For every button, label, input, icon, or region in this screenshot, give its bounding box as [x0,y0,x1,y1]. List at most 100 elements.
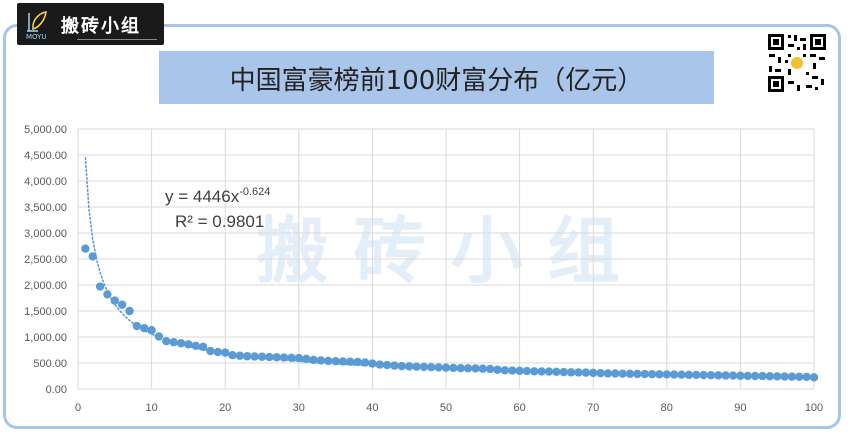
data-point [206,346,215,356]
title-banner: 中国富豪榜前100财富分布（亿元） [159,51,714,104]
data-point [110,296,120,305]
y-tick-label: 3,000.00 [24,228,67,240]
data-point [368,359,377,368]
data-point [427,362,436,372]
data-point [721,371,730,380]
x-tick-label: 20 [219,402,231,414]
data-point [669,370,679,379]
x-tick-label: 100 [805,402,823,414]
data-point [228,351,237,360]
data-point [515,366,524,375]
data-point [176,339,186,348]
data-point [81,244,90,253]
data-point [699,370,708,380]
data-point [301,354,311,364]
watermark: 搬 砖 小 组 [256,209,619,293]
x-tick-label: 90 [734,402,746,414]
data-point [552,367,561,377]
data-point [692,370,701,380]
data-point [184,340,193,349]
r-squared-label: R² = 0.9801 [175,212,264,231]
data-point [493,365,502,374]
data-point [375,360,384,369]
data-point [684,370,694,380]
data-point [162,336,171,346]
data-point [117,300,127,309]
data-point [743,371,752,381]
data-point [765,372,775,381]
y-tick-label: 4,500.00 [24,150,67,162]
data-point [272,353,281,362]
data-point [213,347,223,357]
data-point [221,348,230,357]
data-point [581,368,591,377]
y-tick-label: 4,000.00 [24,176,67,188]
data-point [331,356,340,366]
data-point [191,341,200,351]
data-point [412,362,421,371]
data-point [596,368,605,378]
data-point [324,356,333,366]
data-point [346,357,355,366]
x-tick-label: 10 [145,402,157,414]
data-point [103,290,112,299]
data-point [544,367,554,376]
data-point [802,372,811,382]
data-point [390,361,399,370]
data-point [633,369,642,379]
data-point [456,364,465,373]
data-point [449,363,458,373]
data-point [125,306,134,316]
data-point [279,353,289,362]
data-point [603,369,613,378]
data-point [485,364,495,374]
data-point [243,352,252,361]
trendline-equation: y = 4446x-0.624 [165,186,270,206]
data-point [140,323,149,333]
data-point [405,362,414,371]
data-point [508,366,517,375]
data-point [198,342,208,352]
equation-exponent: -0.624 [239,186,270,198]
data-point [537,367,546,376]
data-point [706,371,716,380]
data-point [728,371,738,380]
data-point [662,370,671,379]
qr-code-icon [766,32,828,94]
y-tick-label: 500.00 [33,358,67,370]
data-point [360,358,370,367]
data-point [316,356,326,365]
equation-base: y = 4446x [165,187,240,206]
data-point [154,332,164,341]
y-tick-label: 0.00 [46,384,67,396]
data-point [250,352,259,361]
data-point [787,372,797,381]
data-point [463,364,473,373]
y-tick-label: 5,000.00 [24,124,67,136]
data-point [88,252,97,261]
brand-leaf-icon [27,11,47,32]
x-tick-label: 40 [366,402,378,414]
data-point [758,371,767,381]
y-tick-label: 1,000.00 [24,332,67,344]
x-tick-label: 30 [293,402,305,414]
data-point [647,369,657,379]
data-point [795,372,804,381]
data-point [235,351,245,360]
data-point [736,371,745,380]
data-point [677,370,686,379]
data-point [611,369,620,378]
scatter-chart: 搬 砖 小 组 0.00 500.00 1,000.00 1,500.00 2,000.… [24,124,823,414]
data-point [589,368,598,378]
y-tick-label: 3,500.00 [24,202,67,214]
data-point [566,368,576,377]
data-point [773,372,782,381]
data-point [441,363,451,372]
brand-name: 搬砖小组 [61,16,141,37]
brand-underline [77,39,157,40]
data-point [382,360,392,370]
data-point [434,363,443,372]
data-point [132,321,142,331]
data-point [780,372,789,381]
data-point [640,369,649,379]
